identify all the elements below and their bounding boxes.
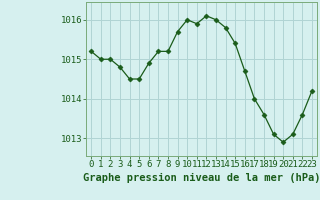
X-axis label: Graphe pression niveau de la mer (hPa): Graphe pression niveau de la mer (hPa) — [83, 173, 320, 183]
